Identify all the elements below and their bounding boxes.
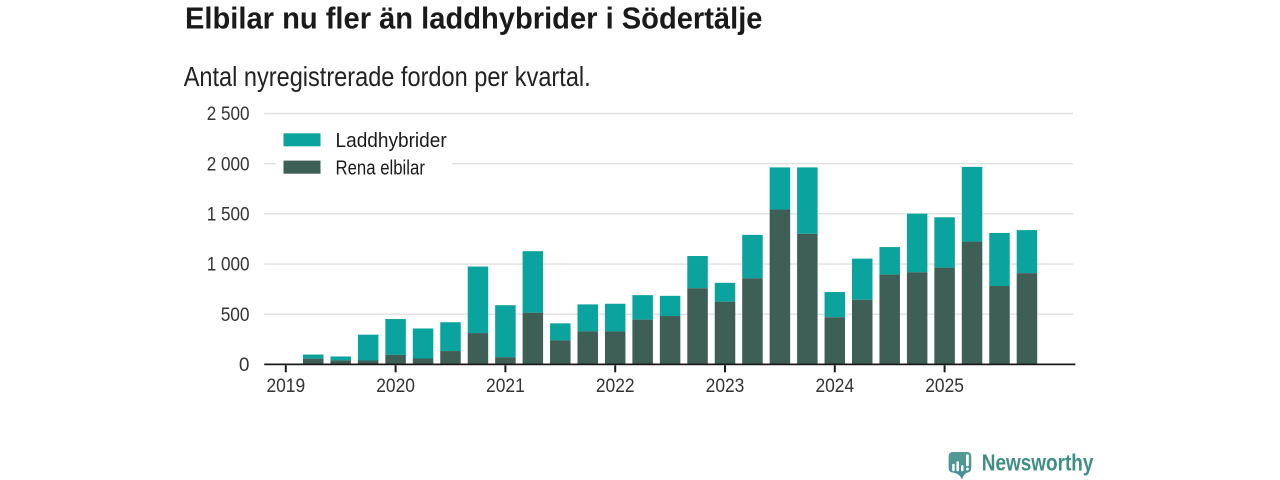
svg-text:Rena elbilar: Rena elbilar bbox=[336, 157, 426, 179]
svg-text:2019: 2019 bbox=[266, 376, 305, 397]
svg-text:Elbilar nu fler än laddhybride: Elbilar nu fler än laddhybrider i Södert… bbox=[185, 1, 763, 36]
svg-text:2022: 2022 bbox=[596, 376, 635, 397]
svg-text:Laddhybrider: Laddhybrider bbox=[336, 130, 448, 152]
svg-text:Antal nyregistrerade fordon pe: Antal nyregistrerade fordon per kvartal. bbox=[184, 61, 591, 92]
svg-text:Newsworthy: Newsworthy bbox=[982, 450, 1094, 476]
svg-text:2020: 2020 bbox=[376, 376, 415, 397]
svg-text:2023: 2023 bbox=[706, 376, 745, 397]
svg-text:2024: 2024 bbox=[815, 376, 854, 397]
svg-text:0: 0 bbox=[239, 355, 250, 376]
svg-text:1 000: 1 000 bbox=[207, 255, 250, 276]
svg-text:2025: 2025 bbox=[925, 376, 964, 397]
svg-text:500: 500 bbox=[221, 305, 250, 326]
svg-text:2 500: 2 500 bbox=[207, 104, 250, 125]
svg-text:2 000: 2 000 bbox=[207, 154, 250, 175]
svg-text:1 500: 1 500 bbox=[207, 204, 250, 225]
svg-text:2021: 2021 bbox=[486, 376, 525, 397]
